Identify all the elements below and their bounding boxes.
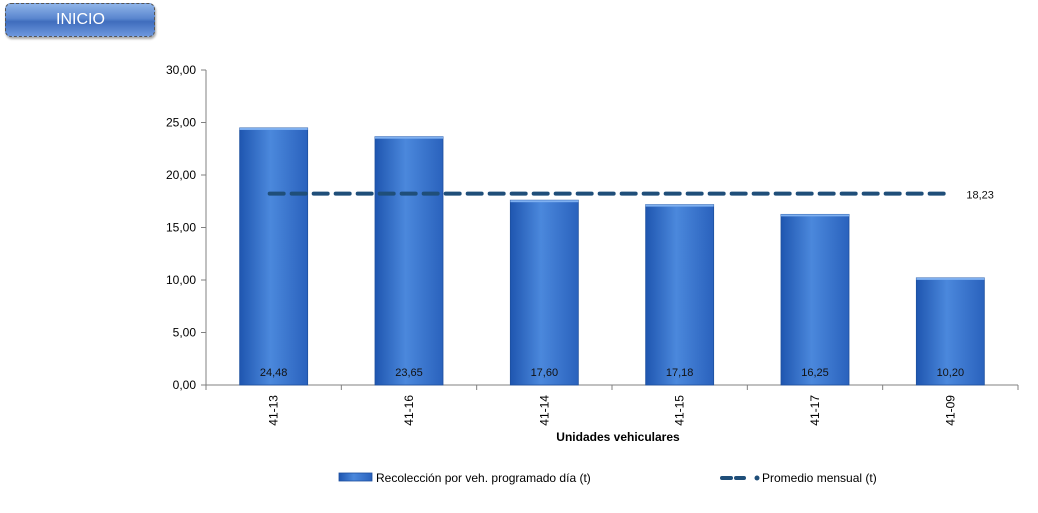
bar-data-label: 17,18 — [666, 367, 694, 379]
x-category-label: 41-17 — [808, 395, 822, 426]
y-tick-label: 15,00 — [166, 221, 196, 235]
chart-labels: 24,48 41-13 23,65 41-16 17,60 41-14 17,18 41-15… — [260, 190, 994, 444]
bar — [374, 136, 444, 386]
legend-label-line: Promedio mensual (t) — [762, 471, 877, 485]
bar — [915, 277, 985, 386]
bar-top-highlight — [916, 277, 985, 280]
y-tick-label: 5,00 — [173, 326, 197, 340]
chart-axes: 0,00 5,00 10,00 15,00 20,00 25,00 30,00 — [166, 63, 1019, 392]
y-tick-label: 25,00 — [166, 116, 196, 130]
y-tick-label: 30,00 — [166, 63, 196, 77]
bar-top-highlight — [375, 136, 443, 139]
y-tick-label: 20,00 — [166, 168, 196, 182]
chart-legend: Recolección por veh. programado día (t) P… — [338, 471, 877, 485]
bar-data-label: 23,65 — [395, 367, 423, 379]
legend-swatch-dot — [754, 475, 760, 481]
legend-swatch-bars — [338, 472, 373, 482]
x-category-label: 41-09 — [943, 395, 957, 426]
x-category-label: 41-14 — [537, 395, 551, 426]
bar-top-highlight — [510, 200, 579, 203]
x-axis-title: Unidades vehiculares — [556, 430, 680, 444]
y-tick-label: 10,00 — [166, 273, 196, 287]
x-category-label: 41-16 — [402, 395, 416, 426]
bar-data-label: 10,20 — [937, 367, 965, 379]
inicio-button[interactable]: INICIO — [5, 3, 155, 37]
bar-data-label: 17,60 — [531, 367, 559, 379]
bar — [780, 213, 850, 386]
bar-series — [239, 127, 985, 386]
bar-data-label: 24,48 — [260, 367, 288, 379]
x-category-label: 41-13 — [267, 395, 281, 426]
x-category-label: 41-15 — [673, 395, 687, 426]
bar-top-highlight — [781, 214, 849, 217]
bar-top-highlight — [239, 127, 308, 130]
bar-top-highlight — [645, 204, 714, 207]
bar-data-label: 16,25 — [801, 367, 829, 379]
bar — [645, 204, 715, 386]
legend-label-bars: Recolección por veh. programado día (t) — [376, 471, 591, 485]
y-tick-label: 0,00 — [173, 378, 197, 392]
average-data-label: 18,23 — [966, 190, 994, 202]
bar — [239, 127, 309, 386]
bar — [509, 199, 579, 386]
